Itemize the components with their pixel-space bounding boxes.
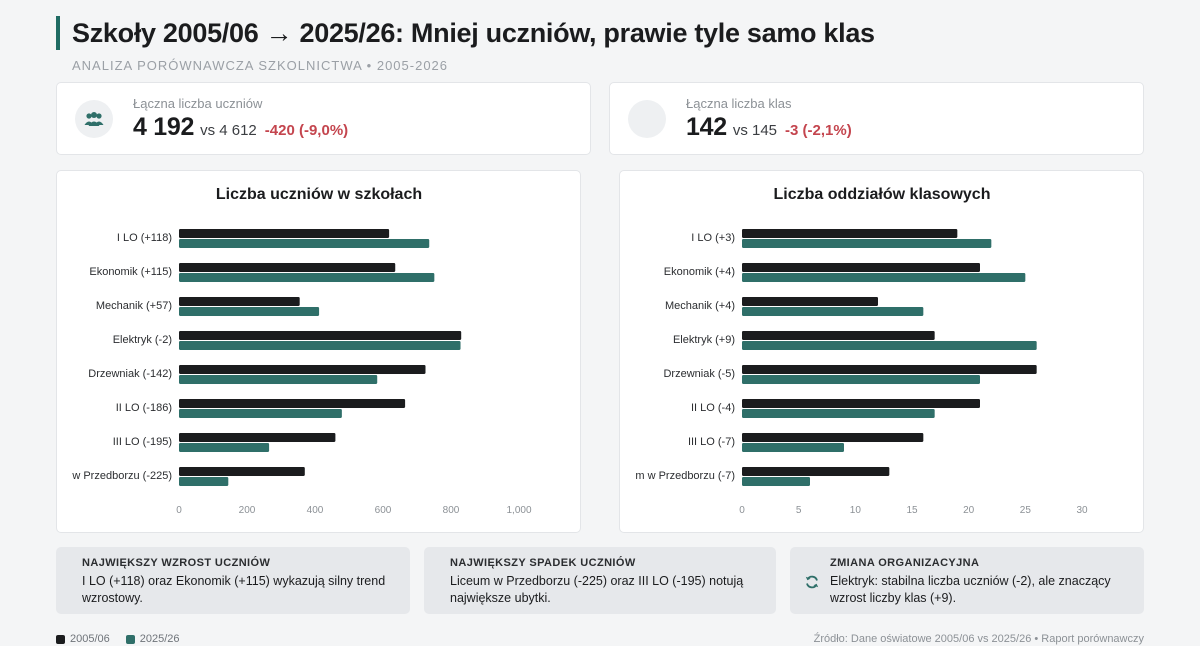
- bar-2025: [742, 273, 1026, 282]
- category-label: Mechanik (+57): [96, 300, 172, 312]
- bar-2025: [179, 375, 378, 384]
- bar-2005: [742, 433, 924, 442]
- bar-2005: [179, 433, 336, 442]
- bar-2005: [742, 365, 1037, 374]
- bar-2005: [179, 365, 426, 374]
- bar-2005: [179, 399, 406, 408]
- insight-card-decline: NAJWIĘKSZY SPADEK UCZNIÓW Liceum w Przed…: [424, 547, 776, 614]
- x-tick-label: 800: [443, 505, 460, 516]
- x-tick-label: 10: [850, 505, 862, 516]
- category-label: I LO (+3): [691, 232, 735, 244]
- bar-2005: [179, 263, 396, 272]
- bar-2005: [742, 399, 980, 408]
- bar-2005: [742, 229, 958, 238]
- bar-2025: [179, 341, 461, 350]
- bar-2025: [742, 341, 1037, 350]
- bar-2025: [179, 307, 320, 316]
- legend-item-2005: 2005/06: [56, 633, 110, 645]
- category-label: Elektryk (-2): [113, 334, 172, 346]
- kpi-label: Łączna liczba uczniów: [133, 96, 263, 111]
- category-label: Ekonomik (+115): [89, 266, 172, 278]
- kpi-label: Łączna liczba klas: [686, 96, 792, 111]
- bar-2005: [742, 263, 980, 272]
- bar-2005: [742, 331, 935, 340]
- bar-2005: [742, 297, 878, 306]
- source-footer: Źródło: Dane oświatowe 2005/06 vs 2025/2…: [813, 633, 1144, 645]
- students-bar-chart: Liczba uczniów w szkołach I LO (+118) Ekon…: [71, 186, 532, 516]
- bar-2005: [179, 467, 305, 476]
- chart-panel-classes: Liczba oddziałów klasowych I LO (+3) Ekono…: [619, 170, 1144, 533]
- category-label: Mechanik (+4): [665, 300, 735, 312]
- kpi-delta: -3 (-2,1%): [785, 122, 852, 139]
- legend-label: 2025/26: [139, 633, 180, 645]
- kpi-value: 4 192: [133, 113, 195, 141]
- category-label: II LO (-186): [116, 402, 172, 414]
- bar-2005: [179, 229, 390, 238]
- bar-2025: [742, 409, 935, 418]
- refresh-icon: [804, 574, 820, 595]
- bar-2005: [742, 467, 890, 476]
- bar-2025: [742, 239, 992, 248]
- insight-card-growth: NAJWIĘKSZY WZROST UCZNIÓW I LO (+118) or…: [56, 547, 410, 614]
- insight-card-organization: ZMIANA ORGANIZACYJNA Elektryk: stabilna …: [790, 547, 1144, 614]
- bar-2025: [179, 273, 435, 282]
- legend: 2005/06 2025/26: [56, 633, 180, 645]
- kpi-value: 142: [686, 113, 727, 141]
- chart-panel-students: Liczba uczniów w szkołach I LO (+118) Ekon…: [56, 170, 581, 533]
- x-tick-label: 1,000: [506, 505, 531, 516]
- bar-2005: [179, 297, 300, 306]
- category-label: m w Przedborzu (-7): [635, 470, 735, 482]
- x-tick-label: 200: [239, 505, 256, 516]
- category-label: Drzewniak (-5): [663, 368, 735, 380]
- category-label: Drzewniak (-142): [88, 368, 172, 380]
- kpi-card-students: Łączna liczba uczniów 4 192 vs 4 612 -420 …: [56, 82, 591, 155]
- page-subtitle: ANALIZA PORÓWNAWCZA SZKOLNICTWA • 2005-2…: [72, 58, 449, 73]
- category-label: I LO (+118): [117, 232, 172, 244]
- x-tick-label: 400: [307, 505, 324, 516]
- page-title: Szkoły 2005/06 → 2025/26: Mniej uczniów,…: [72, 18, 875, 48]
- bar-2025: [179, 477, 229, 486]
- kpi-delta: -420 (-9,0%): [264, 122, 349, 139]
- category-label: Elektryk (+9): [673, 334, 735, 346]
- kpi-comparison: vs 4 612: [200, 122, 257, 139]
- bar-2025: [179, 443, 270, 452]
- category-label: III LO (-7): [688, 436, 735, 448]
- bar-2025: [179, 239, 430, 248]
- bar-2025: [179, 409, 342, 418]
- category-label: Ekonomik (+4): [664, 266, 735, 278]
- legend-item-2025: 2025/26: [125, 633, 180, 645]
- x-tick-label: 600: [375, 505, 392, 516]
- bar-2025: [742, 477, 810, 486]
- kpi-card-classes: Łączna liczba klas 142 vs 145 -3 (-2,1%): [609, 82, 1144, 155]
- insight-heading: NAJWIĘKSZY SPADEK UCZNIÓW: [450, 557, 636, 569]
- x-tick-label: 5: [796, 505, 802, 516]
- bar-2025: [742, 443, 844, 452]
- classes-bar-chart: Liczba oddziałów klasowych I LO (+3) Ekono…: [635, 186, 1088, 516]
- kpi-comparison: vs 145: [732, 122, 778, 139]
- chart-title: Liczba oddziałów klasowych: [774, 186, 991, 203]
- insight-heading: ZMIANA ORGANIZACYJNA: [830, 557, 980, 569]
- x-tick-label: 30: [1076, 505, 1088, 516]
- x-tick-label: 25: [1020, 505, 1032, 516]
- insight-text: I LO (+118) oraz Ekonomik (+115) wykazuj…: [82, 574, 386, 605]
- bar-2005: [179, 331, 462, 340]
- x-tick-label: 15: [906, 505, 918, 516]
- x-tick-label: 20: [963, 505, 975, 516]
- blank-circle-icon: [628, 100, 666, 138]
- users-icon: [75, 100, 113, 138]
- x-tick-label: 0: [739, 505, 745, 516]
- category-label: w Przedborzu (-225): [71, 470, 172, 482]
- bar-2025: [742, 307, 924, 316]
- insight-text: Liceum w Przedborzu (-225) oraz III LO (…: [450, 574, 744, 605]
- chart-title: Liczba uczniów w szkołach: [216, 186, 422, 203]
- insight-heading: NAJWIĘKSZY WZROST UCZNIÓW: [82, 557, 271, 569]
- insight-text: Elektryk: stabilna liczba uczniów (-2), …: [830, 574, 1111, 605]
- legend-label: 2005/06: [70, 633, 110, 645]
- category-label: III LO (-195): [113, 436, 172, 448]
- title-bar: Szkoły 2005/06 → 2025/26: Mniej uczniów,…: [56, 16, 875, 50]
- x-tick-label: 0: [176, 505, 182, 516]
- category-label: II LO (-4): [691, 402, 735, 414]
- bar-2025: [742, 375, 980, 384]
